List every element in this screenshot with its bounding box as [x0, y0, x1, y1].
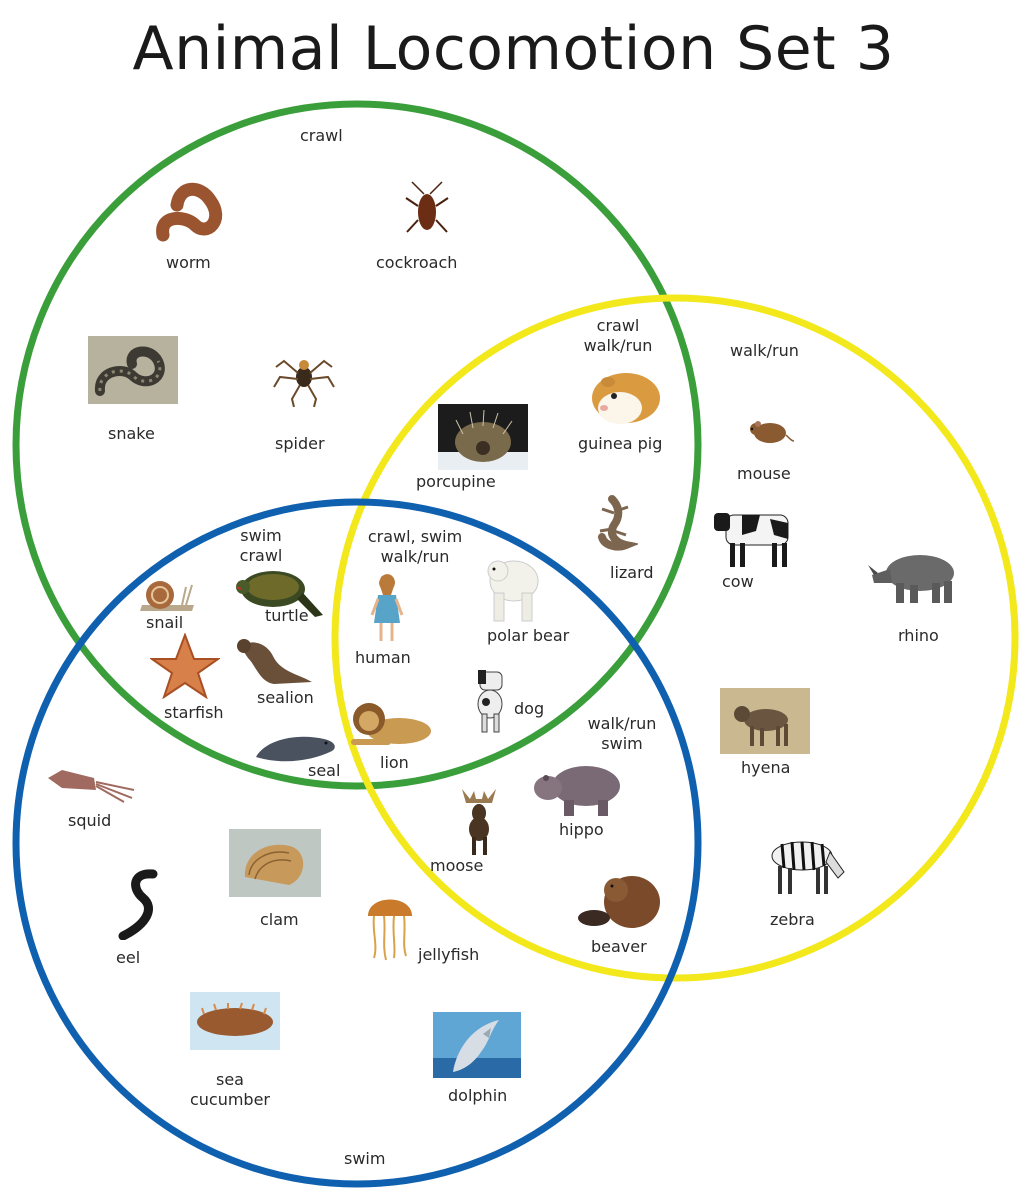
label-hyena: hyena	[741, 758, 791, 777]
region-crawl-walk-line2: walk/run	[583, 336, 653, 355]
label-seal: seal	[308, 761, 341, 780]
label-porcupine: porcupine	[416, 472, 496, 491]
beaver-picture	[578, 870, 664, 938]
label-polar-bear: polar bear	[487, 626, 570, 645]
label-human: human	[355, 648, 411, 667]
region-all: crawl, swim walk/run	[362, 527, 468, 567]
label-clam: clam	[260, 910, 299, 929]
region-all-line1: crawl, swim	[367, 527, 463, 546]
cow-picture	[712, 505, 798, 571]
label-dolphin: dolphin	[448, 1086, 508, 1105]
rhino-picture	[866, 547, 960, 605]
label-guinea-pig: guinea pig	[578, 434, 663, 453]
sea-cucumber-picture	[190, 992, 280, 1050]
region-crawl: crawl	[300, 126, 343, 145]
sealion-picture	[234, 632, 314, 688]
lion-picture	[347, 697, 439, 749]
label-spider: spider	[275, 434, 325, 453]
region-crawl-walk-line1: crawl	[596, 316, 640, 335]
walk-circle	[331, 294, 1019, 982]
eel-picture	[113, 868, 163, 940]
porcupine-picture	[438, 404, 528, 470]
label-lion: lion	[380, 753, 409, 772]
region-walk-swim-line2: swim	[601, 734, 643, 753]
clam-picture	[229, 829, 321, 897]
mouse-picture	[742, 415, 794, 447]
label-snake: snake	[108, 424, 155, 443]
jellyfish-picture	[364, 892, 416, 962]
squid-picture	[46, 764, 138, 804]
moose-picture	[456, 785, 502, 855]
label-worm: worm	[166, 253, 211, 272]
region-swim-crawl-line1: swim	[240, 526, 282, 545]
label-cockroach: cockroach	[376, 253, 458, 272]
turtle-picture	[233, 565, 327, 619]
hippo-picture	[532, 758, 624, 818]
region-swim-crawl: swim crawl	[223, 526, 299, 566]
region-walk-swim: walk/run swim	[580, 714, 664, 754]
label-sealion: sealion	[257, 688, 314, 707]
label-squid: squid	[68, 811, 112, 830]
region-all-line2: walk/run	[380, 547, 450, 566]
label-turtle: turtle	[265, 606, 309, 625]
label-snail: snail	[146, 613, 184, 632]
dolphin-picture	[433, 1012, 521, 1078]
dog-picture	[468, 668, 512, 734]
snail-picture	[138, 575, 196, 615]
region-walk: walk/run	[730, 341, 799, 360]
region-walk-swim-line1: walk/run	[587, 714, 657, 733]
label-sea-cucumber: sea cucumber	[186, 1070, 274, 1110]
human-picture	[370, 573, 404, 643]
snake-picture	[88, 336, 178, 404]
label-sea-cucumber-line2: cucumber	[189, 1090, 271, 1109]
page-title: Animal Locomotion Set 3	[132, 14, 895, 84]
label-rhino: rhino	[898, 626, 939, 645]
starfish-picture	[150, 633, 220, 699]
crawl-circle	[12, 100, 702, 790]
worm-picture	[155, 175, 240, 245]
label-starfish: starfish	[164, 703, 224, 722]
zebra-picture	[758, 832, 850, 898]
seal-picture	[252, 725, 338, 769]
region-crawl-walk: crawl walk/run	[578, 316, 658, 356]
label-jellyfish: jellyfish	[418, 945, 480, 964]
label-mouse: mouse	[737, 464, 791, 483]
cockroach-picture	[402, 180, 452, 240]
label-moose: moose	[430, 856, 484, 875]
label-eel: eel	[116, 948, 141, 967]
spider-picture	[272, 347, 336, 407]
label-hippo: hippo	[559, 820, 604, 839]
lizard-picture	[586, 495, 638, 553]
label-sea-cucumber-line1: sea	[216, 1070, 244, 1089]
label-zebra: zebra	[770, 910, 815, 929]
swim-circle	[12, 498, 702, 1188]
guinea-pig-picture	[588, 364, 664, 426]
label-dog: dog	[514, 699, 545, 718]
region-swim-crawl-line2: crawl	[239, 546, 283, 565]
label-beaver: beaver	[591, 937, 647, 956]
polar-bear-picture	[480, 555, 542, 623]
label-cow: cow	[722, 572, 754, 591]
label-lizard: lizard	[610, 563, 654, 582]
region-swim: swim	[344, 1149, 386, 1168]
hyena-picture	[720, 688, 810, 754]
